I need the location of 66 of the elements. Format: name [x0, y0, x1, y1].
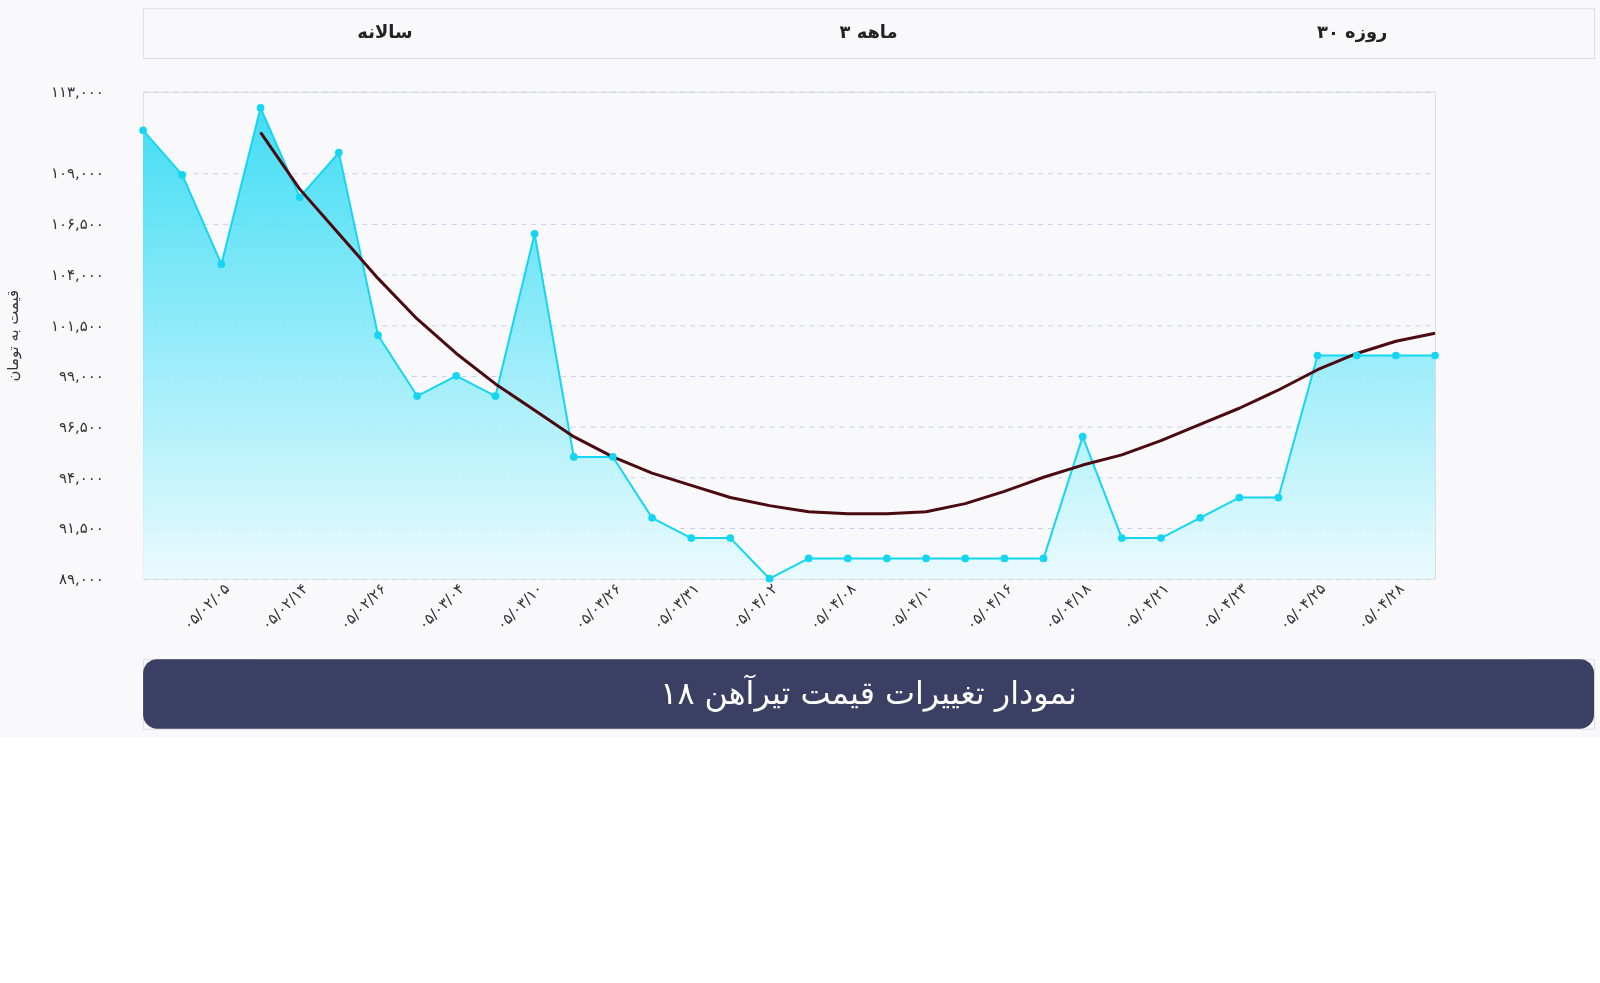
y-axis-title: قیمت به تومان: [4, 289, 23, 382]
point: [1313, 351, 1322, 360]
point: [765, 574, 774, 583]
point: [1392, 351, 1400, 360]
point: [843, 554, 852, 563]
point: [1078, 432, 1087, 441]
text: ۳ ماهه: [839, 21, 898, 43]
text: ۳۰ روزه: [1317, 21, 1388, 44]
point: [530, 229, 539, 238]
y-tick-label: ۹۱,۵۰۰: [59, 519, 104, 538]
point: [1157, 534, 1165, 542]
x-tick-label: ۰۵/۰۲/۲۶: [336, 579, 390, 634]
line-series: [259, 130, 1437, 516]
point: [648, 513, 656, 522]
y-tick-label: ۱۰۴,۰۰۰: [51, 265, 104, 284]
point: [1000, 554, 1009, 563]
x-tick-label: ۰۵/۰۴/۲۳: [1197, 579, 1252, 634]
point: [726, 534, 735, 542]
y-tick-label: ۹۴,۰۰۰: [59, 468, 104, 487]
x-tick-label: ۰۵/۰۴/۲۵: [1275, 579, 1330, 634]
x-tick-label: ۰۵/۰۴/۰۲: [727, 579, 782, 634]
point: [687, 534, 696, 542]
point: [139, 126, 147, 135]
point: [961, 554, 970, 563]
point: [1196, 513, 1204, 522]
y-tick-label: ۱۰۱,۵۰۰: [51, 316, 104, 335]
point: [1235, 493, 1244, 502]
x-tick-label: ۰۵/۰۳/۳۱: [649, 579, 703, 634]
x-tick-label: ۰۵/۰۲/۰۵: [179, 579, 234, 634]
point: [335, 148, 343, 157]
x-tick-label: ۰۵/۰۳/۰۴: [414, 579, 469, 634]
point: [922, 554, 930, 563]
y-tick-label: ۱۱۳,۰۰۰: [51, 83, 104, 102]
y-tick-label: ۱۰۶,۵۰۰: [51, 215, 104, 234]
x-tick-label: ۰۵/۰۲/۱۴: [257, 579, 312, 634]
x-tick-label: ۰۵/۰۴/۲۸: [1353, 579, 1408, 634]
x-tick-label: ۰۵/۰۴/۰۸: [805, 579, 860, 634]
point: [804, 554, 813, 563]
y-tick-label: ۹۶,۵۰۰: [59, 417, 104, 436]
text: سالانه: [357, 21, 413, 43]
x-tick-label: ۰۵/۰۴/۱۰: [884, 579, 938, 634]
text: نمودار تغییرات قیمت تیرآهن ۱۸: [660, 673, 1077, 712]
point: [569, 453, 578, 461]
point: [1117, 534, 1126, 542]
point: [178, 171, 187, 179]
point: [491, 392, 500, 400]
point: [1352, 351, 1361, 360]
x-tick-label: ۰۵/۰۳/۲۶: [570, 579, 625, 634]
point: [452, 371, 461, 380]
point: [1039, 554, 1048, 563]
x-tick-label: ۰۵/۰۴/۱۶: [962, 579, 1017, 634]
point: [295, 193, 304, 202]
x-tick-label: ۰۵/۰۴/۲۱: [1118, 579, 1173, 634]
point: [609, 453, 617, 461]
y-tick-label: ۸۹,۰۰۰: [59, 570, 104, 589]
point: [413, 392, 421, 400]
x-tick-label: ۰۵/۰۴/۱۸: [1040, 579, 1095, 634]
point: [883, 554, 891, 563]
x-tick-label: ۰۵/۰۳/۱۰: [492, 579, 547, 634]
point: [1431, 351, 1439, 360]
y-tick-label: ۹۹,۰۰۰: [59, 367, 104, 386]
point: [256, 104, 265, 112]
point: [217, 260, 226, 269]
y-tick-label: ۱۰۹,۰۰۰: [51, 164, 104, 183]
point: [374, 331, 382, 340]
point: [1274, 493, 1283, 502]
